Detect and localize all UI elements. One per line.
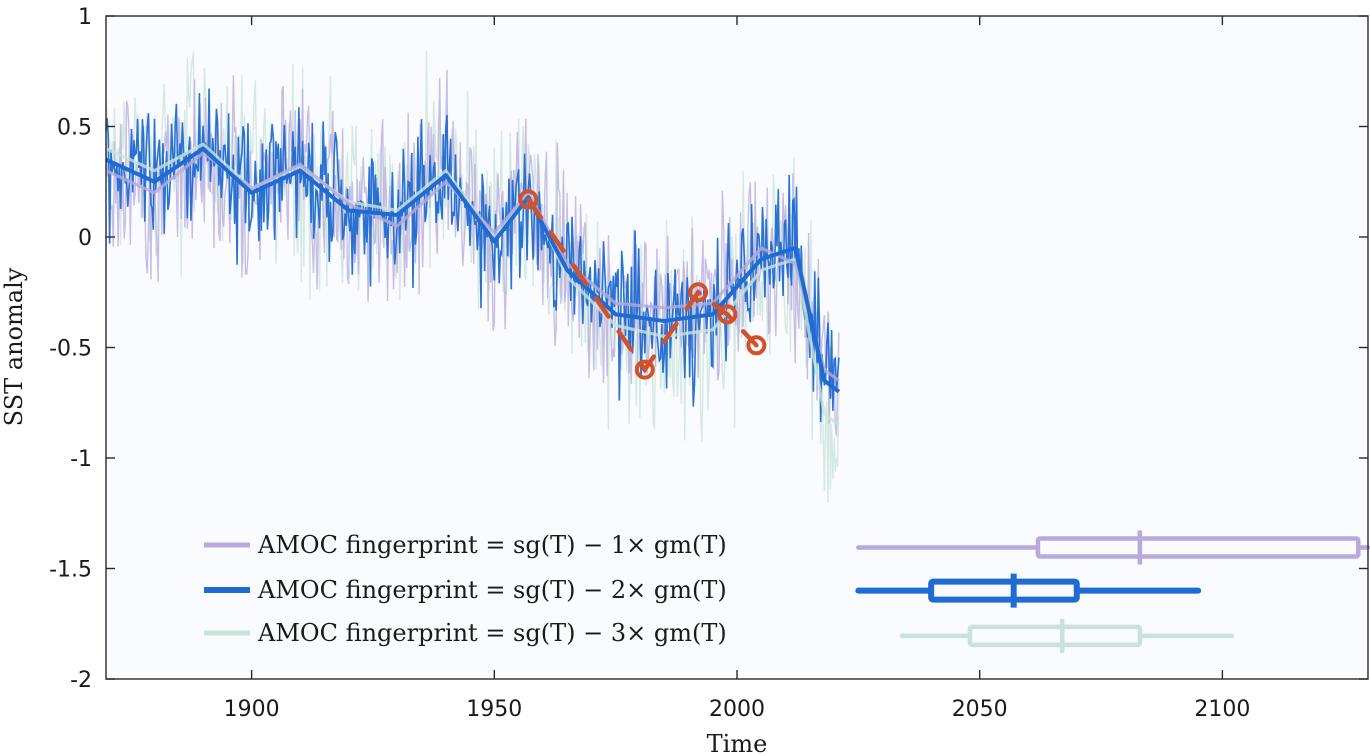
x-tick-label-1900: 1900 [224,697,280,722]
marker-point-1 [518,189,539,210]
box-plot-2-box [928,578,1080,603]
series-2-smoothed-line [105,146,841,394]
annual-series [105,50,840,503]
x-axis: 1900 1950 2000 2050 2100 [224,16,1250,722]
legend-label-1: AMOC fingerprint = sg(T) − 1× gm(T) [257,531,727,559]
marker-point-4 [717,304,738,325]
x-tick-label-2100: 2100 [1194,697,1250,722]
series-3-smoothed-line [105,142,840,427]
tipping-box-plots [855,530,1370,653]
x-tick-label-2050: 2050 [952,697,1008,722]
y-tick-label-6: 1 [78,5,92,30]
marker-point-5 [746,335,767,356]
y-tick-label-0: -2 [70,668,92,693]
x-axis-label: Time [707,730,768,756]
legend-label-2: AMOC fingerprint = sg(T) − 2× gm(T) [257,576,727,604]
marker-point-2 [634,359,655,380]
marker-connector-line [526,197,759,374]
y-axis-label: SST anomaly [0,267,28,426]
marker-point-3 [688,282,709,303]
y-tick-label-4: 0 [78,226,92,251]
smoothed-series [105,142,841,427]
legend-label-3: AMOC fingerprint = sg(T) − 3× gm(T) [257,619,727,647]
x-tick-label-1950: 1950 [466,697,522,722]
y-tick-label-5: 0.5 [57,116,92,141]
series-2-annual-line [105,88,840,423]
x-tick-label-2000: 2000 [709,697,765,722]
y-tick-label-3: -0.5 [49,337,92,362]
y-tick-label-1: -1.5 [49,558,92,583]
legend: AMOC fingerprint = sg(T) − 1× gm(T) AMOC … [204,531,727,647]
box-plot-1-box [1035,536,1361,559]
y-tick-label-2: -1 [70,447,92,472]
marker-group [518,189,767,380]
y-axis: -2 -1.5 -1 -0.5 0 0.5 1 [49,5,1368,693]
box-plot-3-box [967,624,1143,648]
plot-background [106,16,1368,679]
